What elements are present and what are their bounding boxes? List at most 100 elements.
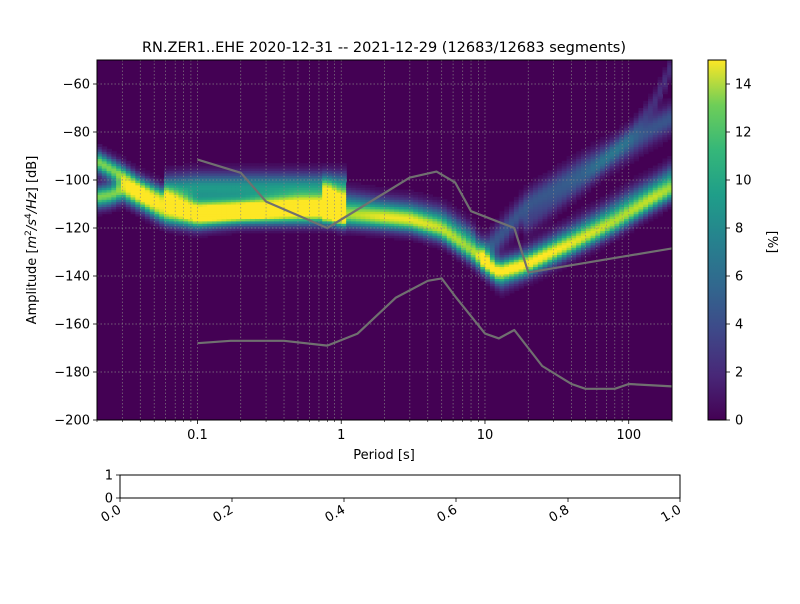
heatmap-cell bbox=[183, 170, 189, 174]
heatmap-cell bbox=[403, 220, 410, 224]
heatmap-cell bbox=[600, 160, 606, 164]
heatmap-cell bbox=[638, 134, 644, 138]
heatmap-cell bbox=[643, 151, 649, 155]
heatmap-cell bbox=[116, 196, 122, 200]
heatmap-cell bbox=[303, 218, 309, 222]
heatmap-cell bbox=[365, 184, 371, 188]
heatmap-cell bbox=[389, 189, 395, 193]
heatmap-cell bbox=[619, 189, 625, 193]
heatmap-cell bbox=[403, 237, 410, 241]
heatmap-cell bbox=[97, 194, 103, 198]
heatmap-cell bbox=[365, 208, 371, 212]
heatmap-cell bbox=[140, 213, 146, 217]
heatmap-cell bbox=[192, 223, 199, 227]
heatmap-cell bbox=[288, 175, 295, 179]
heatmap-cell bbox=[202, 218, 208, 222]
heatmap-cell bbox=[489, 242, 496, 246]
heatmap-cell bbox=[303, 168, 309, 171]
heatmap-cell bbox=[106, 201, 112, 205]
heatmap-cell bbox=[580, 232, 587, 236]
heatmap-cell bbox=[207, 172, 213, 176]
heatmap-cell bbox=[135, 199, 141, 203]
heatmap-cell bbox=[317, 206, 323, 210]
heatmap-cell bbox=[173, 228, 180, 231]
heatmap-cell bbox=[413, 220, 419, 224]
heatmap-cell bbox=[523, 259, 529, 263]
heatmap-cell bbox=[336, 194, 342, 198]
heatmap-cell bbox=[207, 220, 213, 224]
heatmap-cell bbox=[422, 194, 429, 198]
heatmap-cell bbox=[648, 129, 654, 133]
heatmap-cell bbox=[465, 252, 472, 255]
heatmap-cell bbox=[274, 228, 280, 231]
heatmap-cell bbox=[255, 225, 261, 229]
heatmap-cell bbox=[255, 170, 261, 174]
heatmap-cell bbox=[643, 100, 649, 104]
heatmap-cell bbox=[130, 182, 136, 186]
heatmap-cell bbox=[662, 74, 668, 78]
heatmap-cell bbox=[537, 211, 544, 215]
heatmap-cell bbox=[307, 194, 314, 198]
heatmap-cell bbox=[106, 158, 112, 162]
heatmap-cell bbox=[513, 240, 520, 243]
heatmap-cell bbox=[293, 187, 299, 191]
heatmap-cell bbox=[255, 196, 261, 200]
heatmap-cell bbox=[628, 134, 635, 138]
heatmap-cell bbox=[662, 196, 668, 200]
heatmap-cell bbox=[499, 228, 505, 231]
heatmap-cell bbox=[513, 220, 520, 224]
heatmap-cell bbox=[168, 187, 175, 191]
heatmap-cell bbox=[293, 211, 299, 215]
heatmap-cell bbox=[394, 208, 400, 212]
heatmap-cell bbox=[403, 199, 410, 203]
y-tick-label: −80 bbox=[63, 126, 90, 141]
heatmap-cell bbox=[317, 163, 323, 167]
heatmap-cell bbox=[537, 213, 544, 217]
heatmap-cell bbox=[101, 208, 108, 212]
heatmap-cell bbox=[470, 268, 477, 272]
heatmap-cell bbox=[494, 247, 501, 251]
heatmap-cell bbox=[379, 204, 386, 207]
heatmap-cell bbox=[413, 232, 419, 236]
heatmap-cell bbox=[537, 249, 544, 253]
heatmap-cell bbox=[197, 220, 204, 224]
heatmap-cell bbox=[475, 225, 481, 229]
heatmap-cell bbox=[327, 223, 333, 227]
heatmap-cell bbox=[595, 172, 601, 176]
heatmap-cell bbox=[173, 230, 180, 234]
heatmap-cell bbox=[394, 201, 400, 205]
heatmap-cell bbox=[427, 206, 434, 210]
heatmap-cell bbox=[322, 196, 328, 200]
heatmap-cell bbox=[652, 129, 659, 133]
heatmap-cell bbox=[106, 151, 112, 155]
heatmap-cell bbox=[221, 194, 227, 198]
heatmap-cell bbox=[250, 230, 256, 234]
heatmap-cell bbox=[350, 206, 357, 210]
heatmap-cell bbox=[317, 225, 323, 229]
heatmap-cell bbox=[662, 172, 668, 176]
heatmap-cell bbox=[504, 285, 510, 289]
heatmap-cell bbox=[561, 228, 568, 231]
heatmap-cell bbox=[528, 204, 534, 207]
heatmap-cell bbox=[255, 184, 261, 188]
heatmap-cell bbox=[298, 192, 304, 195]
heatmap-cell bbox=[207, 199, 213, 203]
heatmap-cell bbox=[216, 194, 223, 198]
heatmap-cell bbox=[552, 177, 558, 181]
heatmap-cell bbox=[633, 184, 640, 188]
heatmap-cell bbox=[528, 182, 534, 186]
heatmap-cell bbox=[322, 201, 328, 205]
heatmap-cell bbox=[609, 148, 616, 152]
heatmap-cell bbox=[317, 228, 323, 231]
heatmap-cell bbox=[293, 208, 299, 212]
heatmap-cell bbox=[307, 211, 314, 215]
heatmap-cell bbox=[600, 170, 606, 174]
heatmap-cell bbox=[576, 244, 582, 248]
heatmap-cell bbox=[173, 199, 180, 203]
heatmap-cell bbox=[120, 180, 127, 183]
heatmap-cell bbox=[178, 206, 184, 210]
heatmap-cell bbox=[518, 216, 525, 219]
heatmap-cell bbox=[322, 189, 328, 193]
heatmap-cell bbox=[552, 187, 558, 191]
heatmap-cell bbox=[398, 237, 405, 241]
